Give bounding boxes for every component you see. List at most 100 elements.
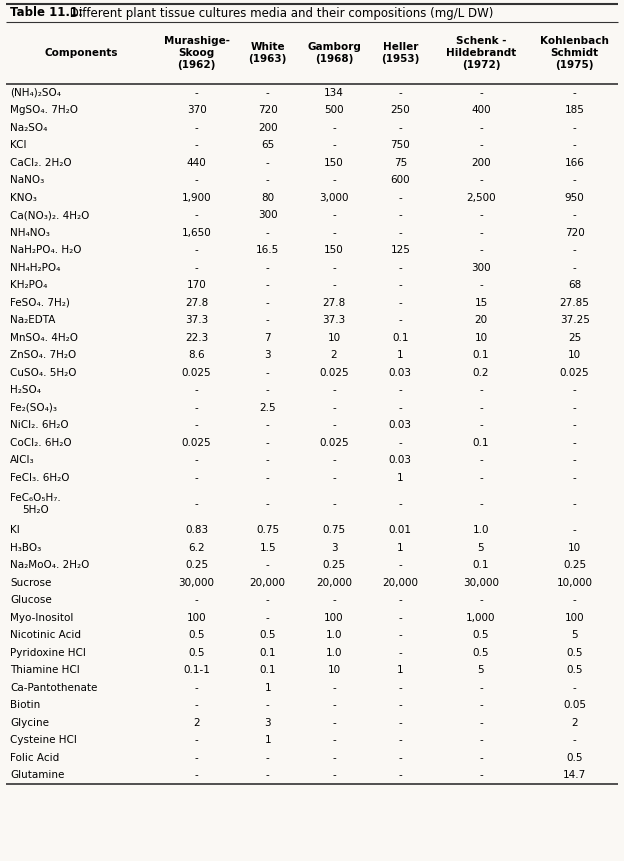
Text: -: - (479, 280, 483, 290)
Text: -: - (573, 140, 577, 151)
Text: 3: 3 (265, 350, 271, 360)
Text: 720: 720 (565, 228, 585, 238)
Text: 0.5: 0.5 (567, 753, 583, 763)
Text: 6.2: 6.2 (188, 542, 205, 553)
Text: KH₂PO₄: KH₂PO₄ (10, 280, 47, 290)
Text: Folic Acid: Folic Acid (10, 753, 59, 763)
Text: Fe₂(SO₄)₃: Fe₂(SO₄)₃ (10, 403, 57, 412)
Text: -: - (479, 140, 483, 151)
Text: -: - (332, 123, 336, 133)
Text: Thiamine HCl: Thiamine HCl (10, 666, 80, 675)
Text: 150: 150 (324, 158, 344, 168)
Text: FeC₆O₅H₇.
5H₂O: FeC₆O₅H₇. 5H₂O (10, 493, 61, 515)
Text: Glycine: Glycine (10, 718, 49, 728)
Text: -: - (195, 403, 198, 412)
Text: -: - (266, 88, 270, 98)
Text: 1,900: 1,900 (182, 193, 212, 202)
Text: KNO₃: KNO₃ (10, 193, 37, 202)
Text: Glutamine: Glutamine (10, 771, 64, 780)
Text: 0.03: 0.03 (389, 420, 412, 430)
Text: -: - (195, 123, 198, 133)
Text: 170: 170 (187, 280, 207, 290)
Text: -: - (573, 245, 577, 255)
Text: -: - (479, 88, 483, 98)
Text: -: - (332, 473, 336, 483)
Text: -: - (332, 176, 336, 185)
Text: -: - (573, 735, 577, 746)
Text: -: - (332, 263, 336, 273)
Text: -: - (479, 700, 483, 710)
Text: KCl: KCl (10, 140, 26, 151)
Text: -: - (479, 385, 483, 395)
Text: 8.6: 8.6 (188, 350, 205, 360)
Text: -: - (398, 647, 402, 658)
Text: 1.0: 1.0 (473, 525, 489, 536)
Text: -: - (332, 455, 336, 465)
Text: NaH₂PO₄. H₂O: NaH₂PO₄. H₂O (10, 245, 82, 255)
Text: CoCl₂. 6H₂O: CoCl₂. 6H₂O (10, 437, 72, 448)
Text: 37.3: 37.3 (185, 315, 208, 325)
Text: 10: 10 (328, 332, 341, 343)
Text: -: - (573, 455, 577, 465)
Text: 10: 10 (568, 350, 581, 360)
Text: 3,000: 3,000 (319, 193, 349, 202)
Text: 0.25: 0.25 (563, 561, 586, 570)
Text: -: - (195, 385, 198, 395)
Text: 7: 7 (265, 332, 271, 343)
Text: -: - (398, 735, 402, 746)
Text: 166: 166 (565, 158, 585, 168)
Text: 0.03: 0.03 (389, 455, 412, 465)
Text: Murashige-
Skoog
(1962): Murashige- Skoog (1962) (163, 35, 230, 71)
Text: 0.5: 0.5 (567, 666, 583, 675)
Text: 0.1: 0.1 (260, 647, 276, 658)
Text: 0.75: 0.75 (323, 525, 346, 536)
Text: -: - (398, 561, 402, 570)
Text: -: - (479, 735, 483, 746)
Text: -: - (332, 210, 336, 220)
Text: Table 11.1:: Table 11.1: (10, 7, 83, 20)
Text: Na₂MoO₄. 2H₂O: Na₂MoO₄. 2H₂O (10, 561, 89, 570)
Text: -: - (398, 210, 402, 220)
Text: -: - (332, 403, 336, 412)
Text: 37.25: 37.25 (560, 315, 590, 325)
Text: -: - (266, 561, 270, 570)
Text: 134: 134 (324, 88, 344, 98)
Text: -: - (479, 473, 483, 483)
Text: 30,000: 30,000 (463, 578, 499, 588)
Text: 1: 1 (397, 350, 404, 360)
Text: -: - (398, 403, 402, 412)
Text: -: - (266, 228, 270, 238)
Text: 2: 2 (193, 718, 200, 728)
Text: -: - (479, 245, 483, 255)
Text: 200: 200 (258, 123, 278, 133)
Text: 10,000: 10,000 (557, 578, 593, 588)
Text: Na₂SO₄: Na₂SO₄ (10, 123, 47, 133)
Text: -: - (398, 315, 402, 325)
Text: 0.025: 0.025 (319, 368, 349, 378)
Text: 3: 3 (265, 718, 271, 728)
Text: 30,000: 30,000 (178, 578, 215, 588)
Text: -: - (195, 245, 198, 255)
Text: -: - (195, 420, 198, 430)
Text: 440: 440 (187, 158, 207, 168)
Text: -: - (266, 473, 270, 483)
Text: -: - (195, 595, 198, 605)
Text: -: - (398, 437, 402, 448)
Text: Sucrose: Sucrose (10, 578, 51, 588)
Text: -: - (479, 499, 483, 509)
Text: 720: 720 (258, 105, 278, 115)
Text: 0.1: 0.1 (473, 561, 489, 570)
Text: -: - (332, 228, 336, 238)
Text: -: - (479, 595, 483, 605)
Text: Glucose: Glucose (10, 595, 52, 605)
Text: -: - (195, 753, 198, 763)
Text: 0.1: 0.1 (473, 437, 489, 448)
Text: -: - (266, 613, 270, 623)
Text: -: - (195, 263, 198, 273)
Text: 1.0: 1.0 (326, 647, 342, 658)
Text: -: - (332, 420, 336, 430)
Text: 250: 250 (391, 105, 410, 115)
Text: -: - (332, 385, 336, 395)
Text: 15: 15 (474, 298, 487, 307)
Text: 10: 10 (474, 332, 487, 343)
